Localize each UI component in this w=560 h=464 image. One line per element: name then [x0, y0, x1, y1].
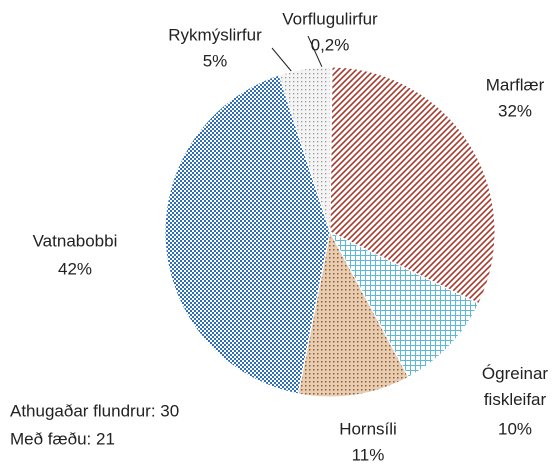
leader-line: [271, 47, 293, 73]
value-label: 10%: [498, 419, 532, 438]
slice-label: Hornsíli: [339, 419, 397, 438]
pie-slice: [278, 66, 331, 233]
pie-slice: [164, 74, 331, 395]
pie-slice: [297, 230, 410, 398]
value-label: 42%: [58, 259, 92, 278]
annotation: Athugaðar flundrur: 30: [10, 401, 179, 420]
annotation: Með fæðu: 21: [10, 429, 115, 448]
slice-label: Rykmýslirfur: [168, 25, 262, 44]
leader-line: [307, 35, 323, 68]
slice-label: Ógreinar fiskleifar: [482, 364, 548, 409]
pie-slice: [329, 66, 496, 305]
slice-label: Vorflugulirfur: [282, 9, 378, 28]
value-label: 0,2%: [311, 35, 350, 54]
slice-label: Marflær: [486, 75, 545, 94]
pie-slice: [328, 230, 480, 378]
value-label: 11%: [352, 445, 385, 464]
slice-label: Vatnabobbi: [33, 231, 118, 250]
value-label: 5%: [203, 51, 228, 70]
value-label: 32%: [498, 101, 532, 120]
